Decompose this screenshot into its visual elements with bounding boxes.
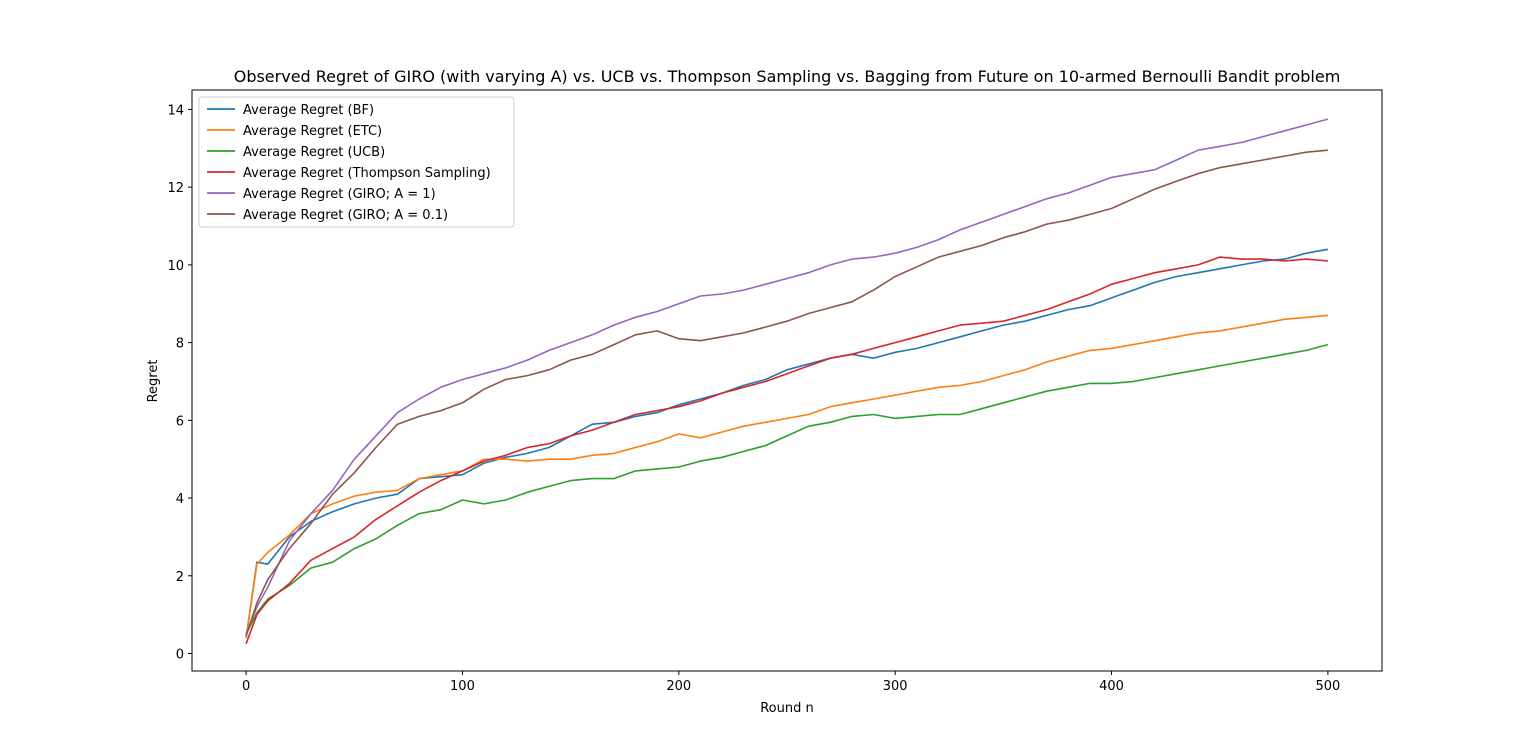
y-tick-label: 8 xyxy=(176,337,184,352)
axis-ticks: 0 100 200 300 400 500 0 2 4 6 8 10 12 14 xyxy=(167,103,1340,694)
plot-area xyxy=(245,118,1329,645)
legend-label-4: Average Regret (GIRO; A = 1) xyxy=(243,187,436,202)
x-tick-label: 200 xyxy=(666,679,691,694)
series-line-3 xyxy=(245,256,1328,645)
legend-label-1: Average Regret (ETC) xyxy=(243,124,382,139)
series-line-2 xyxy=(245,343,1329,635)
legend-label-0: Average Regret (BF) xyxy=(243,103,374,118)
y-tick-label: 2 xyxy=(176,570,184,585)
chart-title: Observed Regret of GIRO (with varying A)… xyxy=(234,67,1341,86)
x-tick-label: 300 xyxy=(883,679,908,694)
x-axis-label: Round n xyxy=(760,701,814,716)
legend-box xyxy=(198,96,515,228)
series-line-5 xyxy=(245,149,1328,637)
x-tick-label: 100 xyxy=(450,679,475,694)
x-tick-label: 500 xyxy=(1315,679,1340,694)
legend-label-5: Average Regret (GIRO; A = 0.1) xyxy=(243,208,448,223)
series-line-0 xyxy=(245,248,1329,639)
legend: Average Regret (BF) Average Regret (ETC) A… xyxy=(198,96,515,228)
legend-label-2: Average Regret (UCB) xyxy=(243,145,385,160)
y-tick-label: 12 xyxy=(167,181,184,196)
x-tick-label: 0 xyxy=(242,679,250,694)
x-tick-label: 400 xyxy=(1099,679,1124,694)
y-tick-label: 0 xyxy=(176,648,184,663)
legend-label-3: Average Regret (Thompson Sampling) xyxy=(243,166,491,181)
y-tick-label: 4 xyxy=(176,492,184,507)
y-tick-label: 6 xyxy=(176,414,184,429)
y-tick-label: 10 xyxy=(167,259,184,274)
y-tick-label: 14 xyxy=(167,103,184,118)
y-axis-label: Regret xyxy=(146,360,161,403)
series-line-4 xyxy=(245,118,1329,635)
series-line-1 xyxy=(245,314,1328,639)
plot-frame xyxy=(191,89,1383,672)
